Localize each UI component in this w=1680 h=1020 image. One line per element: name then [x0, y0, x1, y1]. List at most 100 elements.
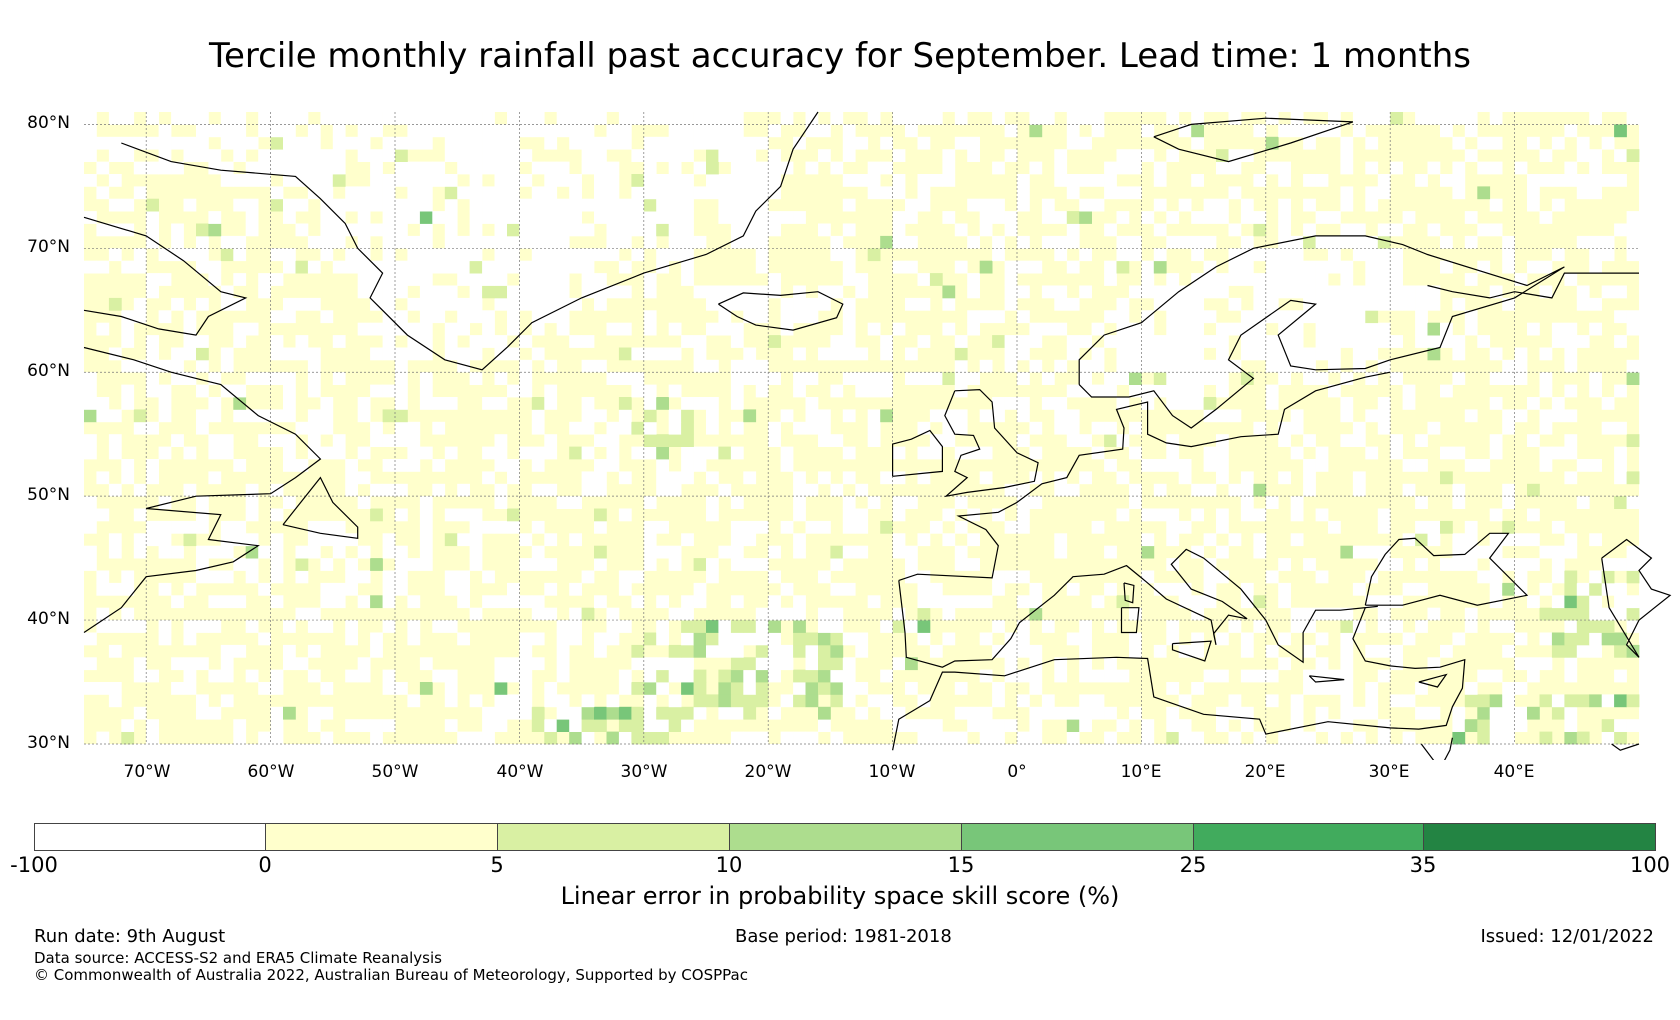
coastlines: [83, 111, 1672, 760]
skill-cell: [1402, 582, 1416, 596]
skill-cell: [954, 223, 968, 237]
skill-cell: [1589, 620, 1602, 633]
skill-cell: [1551, 174, 1565, 187]
skill-cell: [444, 347, 458, 361]
skill-cell: [1614, 446, 1627, 460]
skill-cell: [618, 620, 632, 633]
skill-cell: [307, 359, 321, 373]
skill-cell: [768, 273, 781, 286]
skill-cell: [1464, 558, 1478, 571]
skill-cell: [1041, 620, 1055, 633]
skill-cell: [643, 397, 657, 410]
skill-cell: [643, 174, 657, 187]
skill-cell: [830, 235, 844, 249]
skill-score-map: [83, 111, 1672, 760]
skill-cell: [1141, 731, 1155, 745]
skill-cell: [482, 471, 495, 485]
skill-cell: [743, 694, 757, 708]
skill-cell: [419, 297, 433, 311]
skill-cell: [992, 409, 1005, 423]
skill-cell: [84, 372, 97, 385]
skill-cell: [917, 471, 931, 485]
skill-cell: [1166, 322, 1180, 336]
skill-cell: [544, 682, 558, 695]
skill-cell: [581, 359, 595, 373]
skill-cell: [1564, 620, 1578, 633]
skill-cell: [1626, 211, 1640, 224]
skill-cell: [1104, 372, 1117, 385]
skill-cell: [1340, 706, 1354, 720]
skill-cell: [1452, 706, 1466, 720]
skill-cell: [618, 235, 632, 249]
skill-cell: [842, 694, 856, 708]
skill-cell: [730, 174, 744, 187]
skill-cell: [307, 347, 321, 361]
skill-cell: [370, 483, 383, 497]
skill-cell: [1041, 397, 1055, 410]
skill-cell: [407, 161, 421, 175]
skill-cell: [618, 136, 632, 150]
skill-cell: [270, 434, 284, 447]
skill-cell: [718, 211, 732, 224]
skill-cell: [1551, 446, 1565, 460]
skill-cell: [519, 149, 533, 162]
skill-cell: [1328, 682, 1341, 695]
skill-cell: [307, 545, 321, 559]
skill-cell: [1377, 644, 1391, 658]
copyright: © Commonwealth of Australia 2022, Austra…: [34, 966, 748, 984]
skill-cell: [1129, 496, 1142, 509]
skill-cell: [1066, 632, 1080, 646]
skill-cell: [482, 446, 495, 460]
skill-cell: [444, 335, 458, 348]
skill-cell: [531, 260, 545, 274]
skill-cell: [370, 124, 383, 138]
skill-cell: [1265, 397, 1279, 410]
skill-cell: [643, 719, 657, 732]
skill-cell: [1029, 706, 1043, 720]
skill-cell: [1079, 669, 1092, 683]
skill-cell: [979, 706, 993, 720]
skill-cell: [158, 384, 172, 398]
skill-cell: [183, 533, 197, 547]
skill-cell: [1564, 706, 1578, 720]
skill-cell: [768, 620, 781, 633]
lat-label-80n: 80°N: [27, 113, 70, 133]
lon-label-70w: 70°W: [123, 762, 171, 782]
skill-cell: [905, 545, 918, 559]
skill-cell: [158, 124, 172, 138]
skill-cell: [917, 582, 931, 596]
skill-cell: [1390, 273, 1403, 286]
skill-cell: [681, 235, 694, 249]
skill-cell: [1427, 297, 1441, 311]
skill-cell: [108, 644, 122, 658]
skill-cell: [220, 124, 234, 138]
skill-cell: [1191, 297, 1204, 311]
skill-cell: [494, 136, 508, 150]
skill-cell: [519, 359, 533, 373]
skill-cell: [929, 174, 943, 187]
skill-cell: [84, 545, 97, 559]
skill-cell: [793, 347, 806, 361]
skill-cell: [1340, 644, 1354, 658]
skill-cell: [1278, 471, 1291, 485]
skill-cell: [482, 322, 495, 336]
skill-cell: [146, 112, 159, 125]
skill-cell: [1004, 644, 1018, 658]
skill-cell: [929, 582, 943, 596]
skill-cell: [96, 582, 110, 596]
skill-cell: [1564, 694, 1578, 708]
skill-cell: [96, 409, 110, 423]
skill-cell: [942, 322, 956, 336]
skill-cell: [108, 174, 122, 187]
skill-cell: [979, 471, 993, 485]
skill-cell: [84, 520, 97, 534]
skill-cell: [270, 508, 284, 522]
skill-cell: [84, 149, 97, 162]
skill-cell: [818, 434, 831, 447]
skill-cell: [283, 248, 296, 262]
skill-cell: [1191, 644, 1204, 658]
skill-cell: [507, 384, 520, 398]
skill-cell: [507, 595, 520, 609]
skill-cell: [233, 136, 247, 150]
skill-cell: [1427, 607, 1441, 621]
